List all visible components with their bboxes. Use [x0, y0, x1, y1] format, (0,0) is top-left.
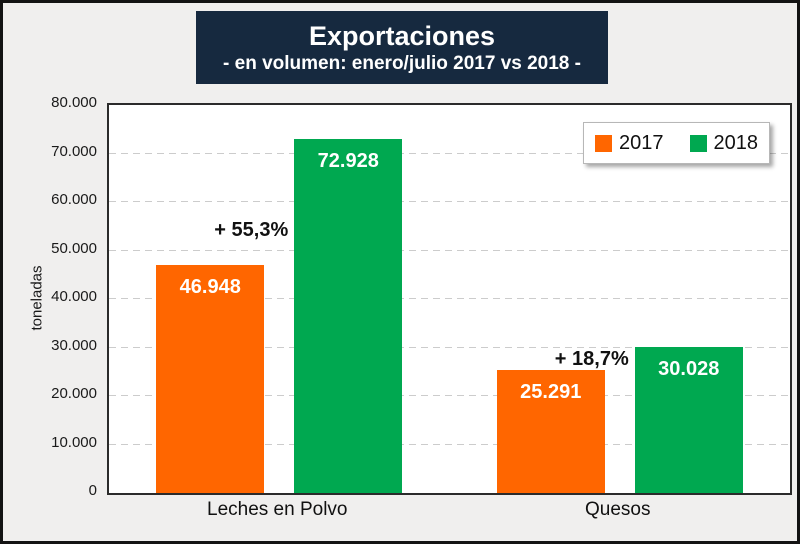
- legend-item-2018: 2018: [689, 131, 759, 155]
- bar-2018-leches-en-polvo: 72.928: [294, 139, 403, 493]
- y-tick-80000: 80.000: [51, 94, 97, 111]
- gridline-30000: [109, 346, 790, 348]
- x-category-label-leches-en-polvo: Leches en Polvo: [207, 499, 348, 520]
- legend-label-2017: 2017: [619, 131, 664, 154]
- legend: 2017 2018: [583, 122, 770, 164]
- y-tick-50000: 50.000: [51, 239, 97, 257]
- y-tick-40000: 40.000: [51, 288, 97, 305]
- chart-title-box: Exportaciones - en volumen: enero/julio …: [196, 11, 608, 84]
- pct-annotation-quesos: + 18,7%: [554, 348, 629, 371]
- bar-value-label: 46.948: [179, 276, 241, 299]
- pct-annotation-leches-en-polvo: + 55,3%: [214, 219, 289, 242]
- gridline-20000: [109, 395, 790, 396]
- y-tick-60000: 60.000: [51, 191, 97, 208]
- bar-value-label: 30.028: [658, 358, 720, 381]
- bar-2017-quesos: 25.291: [496, 370, 605, 493]
- y-tick-30000: 30.000: [51, 336, 97, 354]
- plot-area: 46.948 25.291 72.928 30.028 + 55,3% + 18,7% …: [107, 103, 792, 495]
- y-tick-70000: 70.000: [51, 142, 97, 160]
- legend-swatch-2017-icon: [595, 134, 612, 152]
- gridline-60000: [109, 201, 790, 202]
- gridline-70000: [109, 152, 790, 154]
- y-tick-0: 0: [88, 482, 97, 499]
- legend-item-2017: 2017: [595, 132, 664, 155]
- gridline-50000: [109, 249, 790, 251]
- bar-2017-leches-en-polvo: 46.948: [156, 265, 265, 493]
- y-tick-20000: 20.000: [51, 385, 97, 402]
- legend-label-2018: 2018: [713, 131, 759, 154]
- gridline-10000: [109, 443, 790, 445]
- bar-2018-quesos: 30.028: [634, 347, 743, 493]
- chart-subtitle: - en volumen: enero/julio 2017 vs 2018 -: [223, 52, 581, 74]
- legend-swatch-2018-icon: [689, 134, 707, 152]
- chart-title: Exportaciones: [308, 20, 496, 51]
- gridline-40000: [109, 298, 790, 299]
- y-tick-10000: 10.000: [51, 433, 97, 451]
- bar-value-label: 25.291: [520, 381, 582, 404]
- bar-value-label: 72.928: [317, 150, 379, 173]
- x-category-label-quesos: Quesos: [585, 499, 651, 520]
